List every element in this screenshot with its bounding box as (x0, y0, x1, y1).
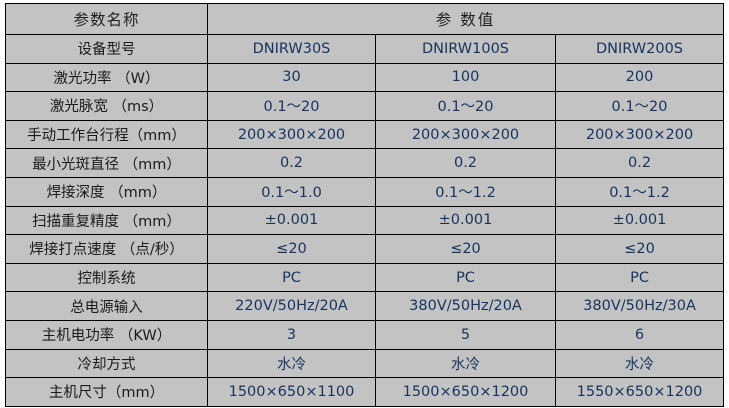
cell-value: 200×300×200 (207, 119, 376, 150)
table-row: 激光脉宽 （ms） 0.1～20 0.1～20 0.1～20 (5, 91, 725, 121)
cell-value: PC (207, 262, 376, 293)
specification-table: 参数名称 参 数值 设备型号 DNIRW30S DNIRW100S DNIRW200S… (5, 3, 725, 407)
row-label: 焊接打点速度 （点/秒） (5, 234, 208, 264)
row-label: 焊接深度 （mm） (5, 176, 208, 207)
row-label: 总电源输入 (5, 291, 208, 321)
table-row: 最小光斑直径 （mm） 0.2 0.2 0.2 (5, 148, 725, 178)
row-label: 主机电功率 （KW） (5, 319, 208, 350)
cell-value: ≤20 (375, 234, 556, 264)
cell-value: 0.1～20 (207, 91, 376, 121)
table-row: 总电源输入 220V/50Hz/20A 380V/50Hz/20A 380V/50Hz… (5, 291, 725, 321)
table-row: 主机尺寸（mm） 1500×650×1100 1500×650×1200 1550×6… (5, 377, 725, 407)
cell-value: DNIRW200S (554, 34, 725, 64)
cell-value: ≤20 (554, 234, 725, 264)
cell-value: 0.2 (207, 148, 376, 178)
cell-value: ±0.001 (207, 205, 376, 236)
cell-value: 380V/50Hz/20A (375, 291, 556, 321)
table-row: 激光功率 （W） 30 100 200 (5, 62, 725, 93)
cell-value: 1500×650×1200 (375, 377, 556, 407)
cell-value: 6 (554, 319, 725, 350)
header-parameter-values: 参 数值 (206, 3, 725, 35)
table-row: 主机电功率 （KW） 3 5 6 (5, 319, 725, 350)
cell-value: 1500×650×1100 (207, 377, 376, 407)
row-label: 扫描重复精度 （mm） (5, 205, 208, 236)
cell-value: 200×300×200 (554, 119, 725, 150)
cell-value: 水冷 (554, 348, 725, 379)
cell-value: 5 (375, 319, 556, 350)
table-row: 扫描重复精度 （mm） ±0.001 ±0.001 ±0.001 (5, 205, 725, 236)
cell-value: 200×300×200 (375, 119, 556, 150)
cell-value: PC (375, 262, 556, 293)
table-header: 参数名称 参 数值 (5, 3, 725, 35)
cell-value: 100 (375, 62, 556, 93)
cell-value: 200 (554, 62, 725, 93)
cell-value: DNIRW100S (375, 34, 556, 64)
table-row: 焊接深度 （mm） 0.1～1.0 0.1～1.2 0.1～1.2 (5, 176, 725, 207)
cell-value: 220V/50Hz/20A (207, 291, 376, 321)
row-label: 主机尺寸（mm） (5, 377, 208, 407)
cell-value: 0.2 (375, 148, 556, 178)
row-label: 冷却方式 (5, 348, 208, 379)
cell-value: ±0.001 (554, 205, 725, 236)
row-label: 设备型号 (5, 34, 208, 64)
cell-value: 0.1～20 (554, 91, 725, 121)
row-label: 控制系统 (5, 262, 208, 293)
row-label: 最小光斑直径 （mm） (5, 148, 208, 178)
header-parameter-name: 参数名称 (5, 3, 208, 35)
table-row: 焊接打点速度 （点/秒） ≤20 ≤20 ≤20 (5, 234, 725, 264)
cell-value: 水冷 (207, 348, 376, 379)
cell-value: ≤20 (207, 234, 376, 264)
row-label: 激光功率 （W） (5, 62, 208, 93)
cell-value: 3 (207, 319, 376, 350)
cell-value: 30 (207, 62, 376, 93)
cell-value: 380V/50Hz/30A (554, 291, 725, 321)
table-row: 控制系统 PC PC PC (5, 262, 725, 293)
cell-value: PC (554, 262, 725, 293)
cell-value: 0.1～1.2 (375, 176, 556, 207)
table-header-row: 参数名称 参 数值 (5, 3, 725, 35)
cell-value: 0.2 (554, 148, 725, 178)
table-body: 设备型号 DNIRW30S DNIRW100S DNIRW200S 激光功率 （W） 30… (5, 34, 725, 407)
cell-value: 0.1～1.0 (207, 176, 376, 207)
row-label: 激光脉宽 （ms） (5, 91, 208, 121)
cell-value: 0.1～20 (375, 91, 556, 121)
cell-value: 1550×650×1200 (554, 377, 725, 407)
table-row: 设备型号 DNIRW30S DNIRW100S DNIRW200S (5, 34, 725, 64)
row-label: 手动工作台行程（mm） (5, 119, 208, 150)
cell-value: DNIRW30S (207, 34, 376, 64)
cell-value: ±0.001 (375, 205, 556, 236)
cell-value: 0.1～1.2 (554, 176, 725, 207)
table-row: 冷却方式 水冷 水冷 水冷 (5, 348, 725, 379)
table-row: 手动工作台行程（mm） 200×300×200 200×300×200 200×300… (5, 119, 725, 150)
cell-value: 水冷 (375, 348, 556, 379)
